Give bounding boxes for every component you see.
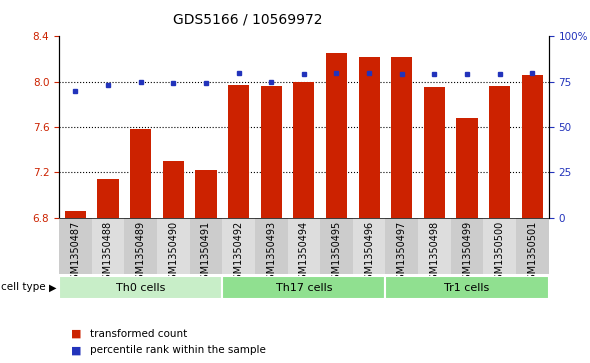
Bar bbox=[320, 218, 353, 274]
Bar bbox=[124, 218, 157, 274]
Bar bbox=[424, 87, 445, 218]
Text: cell type: cell type bbox=[1, 282, 46, 293]
Text: GSM1350492: GSM1350492 bbox=[234, 221, 244, 286]
Text: transformed count: transformed count bbox=[90, 329, 187, 339]
Bar bbox=[457, 118, 478, 218]
Bar bbox=[451, 218, 483, 274]
Bar bbox=[65, 211, 86, 218]
Bar bbox=[483, 218, 516, 274]
Text: Tr1 cells: Tr1 cells bbox=[444, 283, 490, 293]
Text: GSM1350488: GSM1350488 bbox=[103, 221, 113, 286]
Bar bbox=[163, 161, 184, 218]
Bar bbox=[228, 85, 249, 218]
Text: GSM1350501: GSM1350501 bbox=[527, 221, 537, 286]
Text: GSM1350494: GSM1350494 bbox=[299, 221, 309, 286]
Text: GSM1350496: GSM1350496 bbox=[364, 221, 374, 286]
Bar bbox=[130, 129, 151, 218]
Bar bbox=[489, 86, 510, 218]
Bar bbox=[261, 86, 282, 218]
Text: GSM1350500: GSM1350500 bbox=[495, 221, 504, 286]
Text: GDS5166 / 10569972: GDS5166 / 10569972 bbox=[173, 13, 323, 27]
Bar bbox=[97, 179, 119, 218]
Bar bbox=[522, 75, 543, 218]
Bar bbox=[195, 170, 217, 218]
Text: Th0 cells: Th0 cells bbox=[116, 283, 165, 293]
Bar bbox=[391, 57, 412, 218]
Bar bbox=[157, 218, 189, 274]
Bar bbox=[293, 82, 314, 218]
Text: GSM1350490: GSM1350490 bbox=[168, 221, 178, 286]
Bar bbox=[326, 53, 347, 218]
Text: GSM1350487: GSM1350487 bbox=[70, 221, 80, 286]
Bar bbox=[222, 276, 385, 299]
Bar bbox=[287, 218, 320, 274]
Bar bbox=[59, 218, 91, 274]
Text: GSM1350498: GSM1350498 bbox=[430, 221, 440, 286]
Text: GSM1350495: GSM1350495 bbox=[332, 221, 342, 286]
Bar bbox=[189, 218, 222, 274]
Bar bbox=[91, 218, 124, 274]
Bar bbox=[418, 218, 451, 274]
Bar bbox=[255, 218, 287, 274]
Bar bbox=[59, 276, 222, 299]
Bar bbox=[385, 276, 549, 299]
Bar bbox=[222, 218, 255, 274]
Text: ■: ■ bbox=[71, 329, 81, 339]
Text: Th17 cells: Th17 cells bbox=[276, 283, 332, 293]
Bar bbox=[385, 218, 418, 274]
Text: ■: ■ bbox=[71, 345, 81, 355]
Text: GSM1350493: GSM1350493 bbox=[266, 221, 276, 286]
Bar bbox=[359, 57, 380, 218]
Bar bbox=[516, 218, 549, 274]
Bar bbox=[353, 218, 385, 274]
Text: ▶: ▶ bbox=[49, 282, 57, 293]
Text: GSM1350489: GSM1350489 bbox=[136, 221, 146, 286]
Text: GSM1350497: GSM1350497 bbox=[397, 221, 407, 286]
Text: GSM1350499: GSM1350499 bbox=[462, 221, 472, 286]
Text: GSM1350491: GSM1350491 bbox=[201, 221, 211, 286]
Text: percentile rank within the sample: percentile rank within the sample bbox=[90, 345, 266, 355]
